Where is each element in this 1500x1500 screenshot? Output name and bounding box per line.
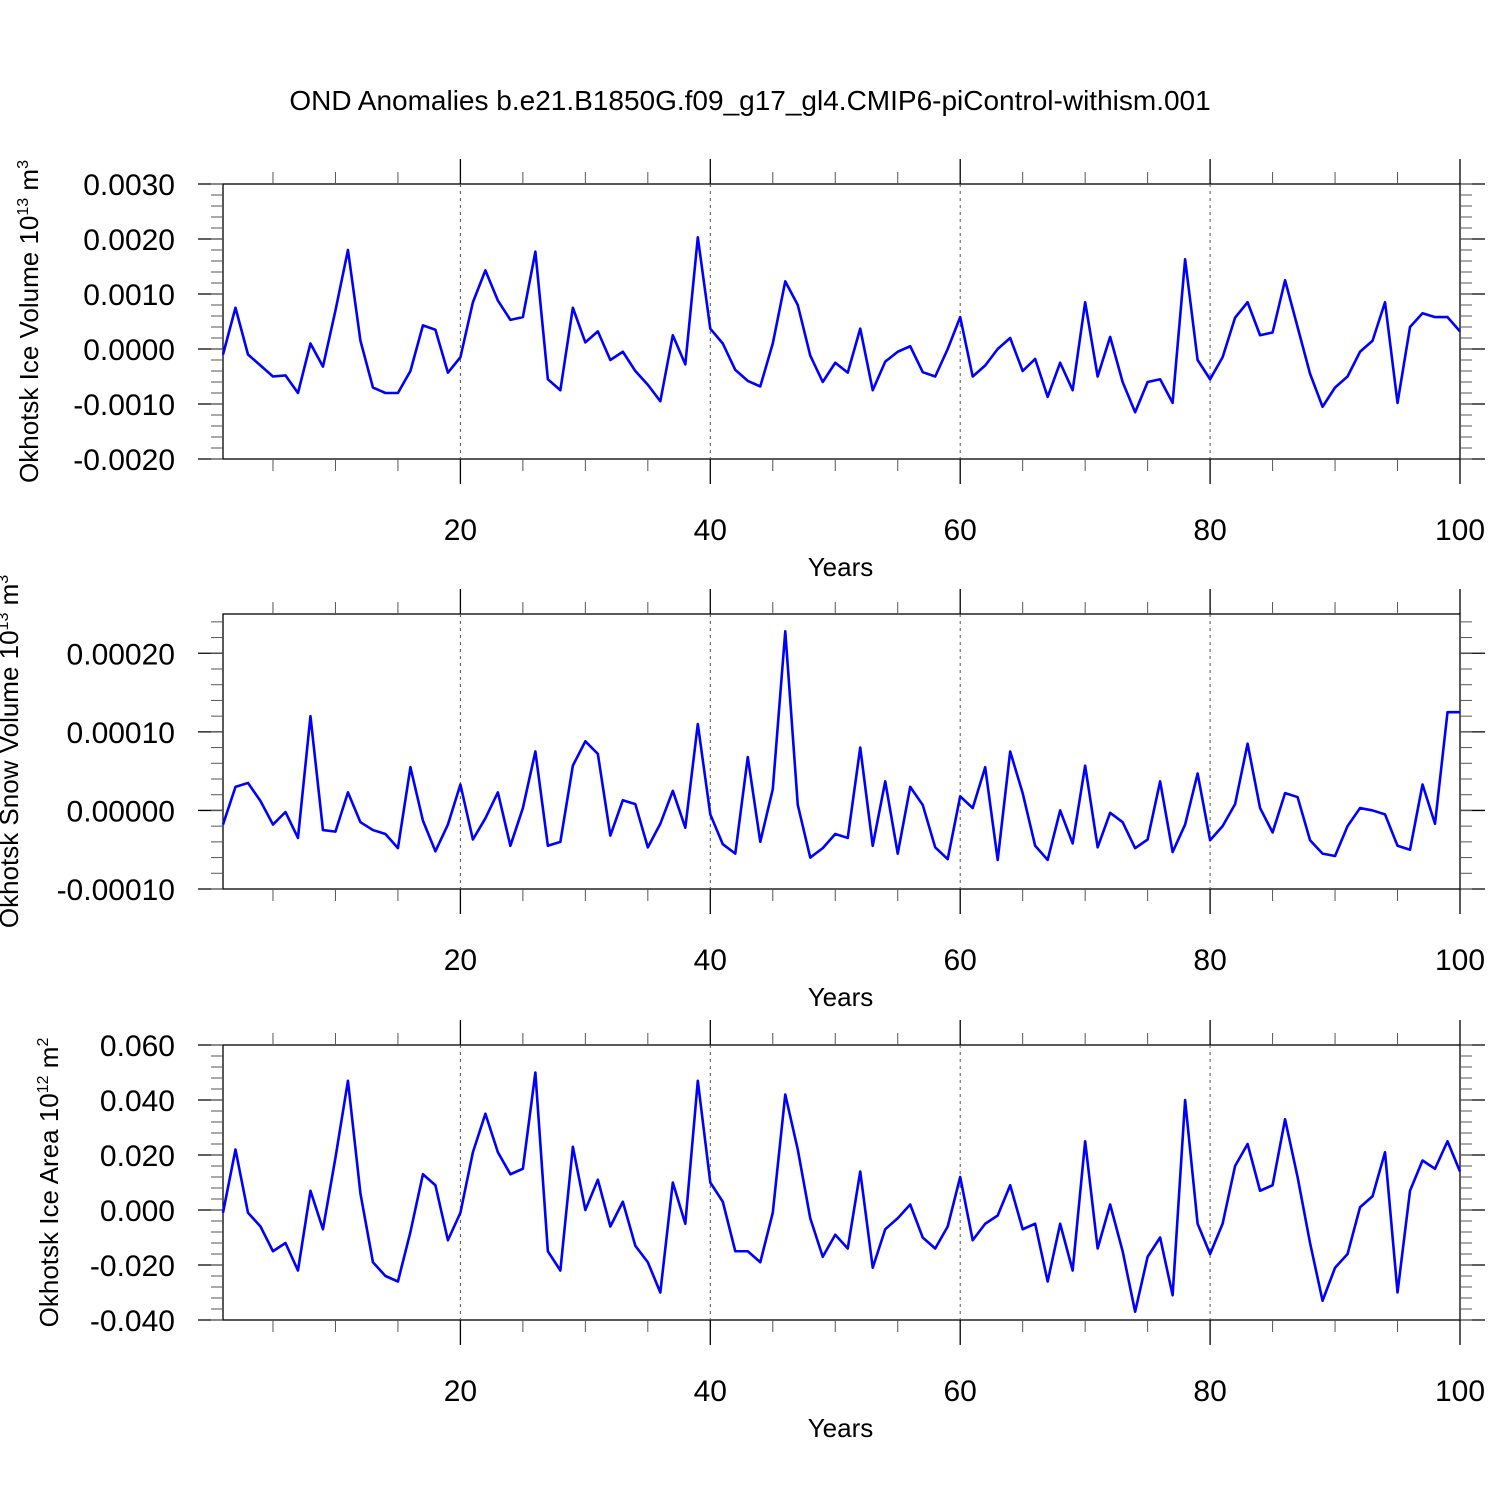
x-tick-label: 80: [1193, 1375, 1226, 1408]
y-tick-label: -0.0010: [73, 389, 175, 422]
x-tick-label: 100: [1435, 944, 1485, 977]
plot-frame: [222, 1044, 1461, 1321]
y-axis-label: Okhotsk Snow Volume 1013 m3: [0, 575, 24, 928]
y-tick-label: 0.0020: [83, 224, 175, 257]
y-tick-label: 0.00020: [67, 638, 175, 671]
x-tick-label: 20: [444, 514, 477, 547]
x-tick-label: 40: [694, 514, 727, 547]
y-tick-label: -0.020: [90, 1250, 175, 1283]
y-axis-label: Okhotsk Ice Area 1012 m2: [34, 1038, 64, 1328]
y-tick-label: -0.0020: [73, 444, 175, 477]
x-tick-label: 20: [444, 944, 477, 977]
plot-frame: [222, 183, 1461, 460]
x-axis-label: Years: [808, 982, 874, 1012]
x-tick-label: 40: [694, 944, 727, 977]
x-tick-label: 60: [944, 1375, 977, 1408]
y-tick-label: -0.040: [90, 1305, 175, 1338]
series-line: [221, 1071, 1462, 1314]
x-tick-label: 20: [444, 1375, 477, 1408]
series-line: [221, 236, 1461, 414]
y-tick-label: 0.00000: [67, 795, 175, 828]
series-line: [221, 629, 1460, 862]
y-tick-label: 0.0010: [83, 279, 175, 312]
y-tick-label: 0.000: [100, 1195, 175, 1228]
x-tick-label: 100: [1435, 1375, 1485, 1408]
x-tick-label: 80: [1193, 944, 1226, 977]
y-tick-label: 0.060: [100, 1030, 175, 1063]
y-tick-label: 0.00010: [67, 717, 175, 750]
y-tick-label: 0.020: [100, 1140, 175, 1173]
panel-ice-area: -0.040 -0.020 0.000 0.020 0.040 0.060 20 40 60 80…: [34, 1020, 1485, 1443]
y-tick-label: 0.0000: [83, 334, 175, 367]
x-axis-label: Years: [808, 552, 874, 582]
x-axis-label: Years: [808, 1413, 874, 1443]
y-axis-label: Okhotsk Ice Volume 1013 m3: [14, 160, 44, 483]
plot-frame: [222, 613, 1461, 890]
y-tick-label: -0.00010: [57, 874, 175, 907]
x-tick-label: 100: [1435, 514, 1485, 547]
x-tick-label: 60: [944, 514, 977, 547]
y-tick-label: 0.040: [100, 1085, 175, 1118]
panel-snow-volume: -0.00010 0.00000 0.00010 0.00020 20 40 60 80 100…: [0, 575, 1485, 1012]
panel-ice-volume: -0.0020 -0.0010 0.0000 0.0010 0.0020 0.0030 20…: [14, 159, 1485, 582]
x-tick-label: 80: [1193, 514, 1226, 547]
figure-title: OND Anomalies b.e21.B1850G.f09_g17_gl4.C…: [289, 85, 1210, 116]
x-tick-label: 60: [944, 944, 977, 977]
x-tick-label: 40: [694, 1375, 727, 1408]
y-tick-label: 0.0030: [83, 169, 175, 202]
